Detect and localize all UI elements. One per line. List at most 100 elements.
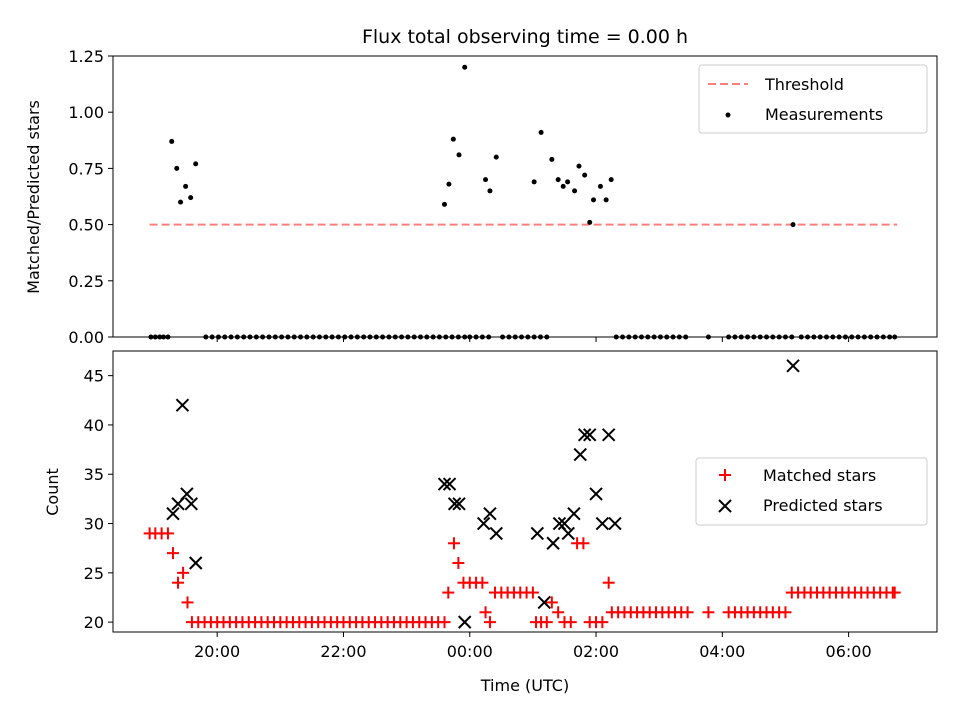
predicted-star-marker (166, 506, 180, 521)
measurement-point (310, 334, 316, 340)
measurement-point (386, 334, 392, 340)
measurement-point (645, 334, 651, 340)
measurement-point (361, 334, 367, 340)
matched-star-marker (545, 596, 558, 609)
measurement-point (549, 156, 555, 162)
bottom-panel: 20 25 30 35 40 45 20:00 22:00 00:00 02:00 04:00 06… (43, 350, 938, 695)
predicted-star-marker (583, 428, 597, 442)
legend-threshold-label: Threshold (764, 75, 844, 94)
bottom-x-tick-label: 06:00 (826, 642, 872, 661)
predicted-star-marker (175, 398, 190, 412)
measurement-point (657, 334, 663, 340)
top-y-tick-label: 1.00 (68, 103, 104, 122)
matched-star-marker (526, 586, 539, 599)
measurement-point (392, 334, 398, 340)
measurement-point (572, 188, 578, 194)
measurement-point (620, 334, 626, 340)
matched-star-marker (177, 566, 190, 579)
measurement-point (316, 334, 322, 340)
bottom-y-tick-label: 45 (84, 367, 104, 386)
matched-star-marker (483, 616, 496, 629)
matched-star-marker (540, 616, 553, 629)
predicted-star-marker (589, 487, 603, 501)
measurement-point (279, 334, 285, 340)
measurement-point (291, 334, 297, 340)
measurement-point (161, 334, 167, 340)
measurement-point (169, 138, 175, 144)
matched-star-marker (577, 537, 590, 550)
matched-star-marker (779, 606, 792, 619)
measurement-point (868, 334, 874, 340)
measurement-point (764, 334, 770, 340)
predicted-star-marker (561, 526, 575, 541)
measurement-point (683, 334, 689, 340)
predicted-star-marker (537, 595, 551, 610)
measurement-point (467, 334, 473, 340)
bottom-legend-box (695, 457, 928, 526)
measurement-point (849, 334, 855, 340)
predicted-star-marker (595, 516, 610, 531)
top-y-tick-label: 0.25 (68, 272, 104, 291)
measurement-point (811, 334, 817, 340)
matched-star-marker (161, 527, 174, 540)
bottom-y-axis-label: Count (43, 468, 62, 516)
measurement-point (424, 334, 430, 340)
measurement-point (253, 334, 259, 340)
bottom-y-tick-label: 40 (84, 416, 104, 435)
measurement-point (790, 222, 796, 228)
measurement-point (215, 334, 221, 340)
bottom-x-ticks: 20:00 22:00 00:00 02:00 04:00 06:00 (194, 632, 872, 661)
predicted-star-marker (452, 497, 466, 511)
measurement-point (591, 197, 597, 203)
matched-star-marker (166, 547, 179, 560)
measurement-point (525, 334, 531, 340)
measurement-point (805, 334, 811, 340)
measurement-point (342, 334, 348, 340)
measurement-point (512, 334, 518, 340)
matched-star-marker (438, 616, 451, 629)
predicted-star-points (166, 359, 800, 629)
measurement-point (348, 334, 354, 340)
measurement-point (367, 334, 373, 340)
measurement-point (544, 334, 550, 340)
measurement-point (178, 199, 184, 205)
predicted-star-marker (476, 516, 491, 531)
predicted-star-marker (442, 477, 457, 491)
measurement-point (152, 334, 158, 340)
measurement-point (555, 177, 561, 183)
predicted-star-marker (189, 556, 203, 570)
measurement-point (531, 334, 537, 340)
legend-matched-label: Matched stars (763, 466, 876, 485)
measurement-point (266, 334, 272, 340)
measurement-point (874, 334, 880, 340)
measurement-point (247, 334, 253, 340)
measurement-point (676, 334, 682, 340)
measurement-point (418, 334, 424, 340)
measurement-point (193, 161, 199, 167)
matched-star-marker (479, 606, 492, 619)
measurement-point (651, 334, 657, 340)
measurement-point (738, 334, 744, 340)
measurement-point (209, 334, 215, 340)
predicted-star-marker (530, 526, 545, 541)
matched-star-marker (442, 586, 455, 599)
measurement-point (298, 334, 304, 340)
matched-star-marker (552, 606, 565, 619)
measurement-point (183, 183, 189, 189)
matched-star-marker (476, 576, 489, 589)
measurement-point (449, 334, 455, 340)
measurement-point (487, 188, 493, 194)
matched-star-marker (452, 556, 465, 569)
measurement-point (836, 334, 842, 340)
measurement-point (817, 334, 823, 340)
measurement-point (473, 334, 479, 340)
measurement-point (776, 334, 782, 340)
top-y-tick-label: 1.25 (68, 47, 104, 66)
measurement-point (861, 334, 867, 340)
measurement-point (751, 334, 757, 340)
top-y-tick-label: 0.00 (68, 328, 104, 347)
measurement-point (405, 334, 411, 340)
measurement-point (441, 201, 447, 207)
measurement-point (830, 334, 836, 340)
